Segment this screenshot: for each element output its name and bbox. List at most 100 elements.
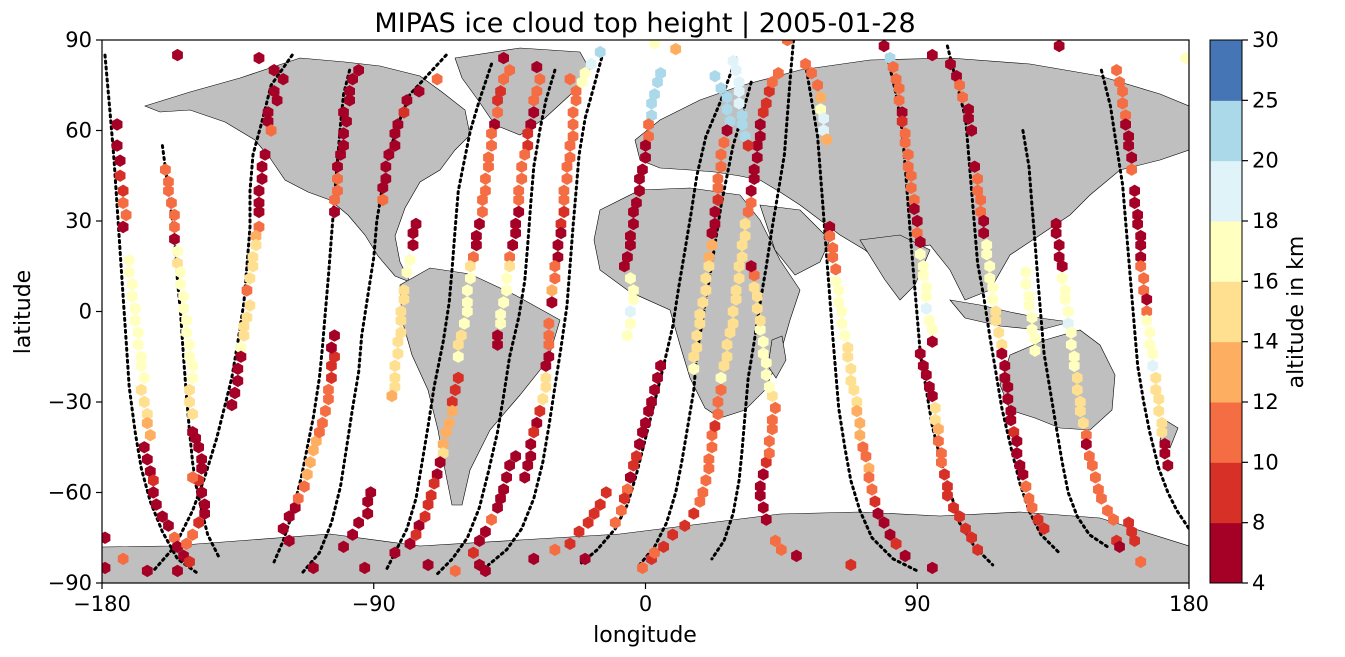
- colorbar-tick-label: 25: [1252, 88, 1279, 112]
- cloud-point: [235, 350, 247, 363]
- cloud-point: [362, 495, 374, 508]
- cloud-point: [628, 205, 639, 219]
- cloud-point: [927, 48, 938, 62]
- map-plot-area: [101, 39, 1190, 584]
- cloud-point: [694, 308, 706, 321]
- colorbar-tick-label: 10: [1252, 450, 1279, 474]
- colorbar-band: [1210, 221, 1242, 282]
- cloud-point: [543, 317, 555, 330]
- cloud-point: [126, 290, 138, 303]
- cloud-point: [691, 329, 703, 342]
- cloud-point: [1081, 429, 1092, 442]
- cloud-point: [492, 501, 503, 514]
- cloud-point: [528, 94, 540, 107]
- cloud-point: [649, 88, 660, 101]
- cloud-point: [501, 471, 512, 484]
- cloud-point: [1023, 492, 1035, 505]
- cloud-point: [966, 531, 977, 544]
- cloud-point: [742, 139, 754, 152]
- cloud-point: [1135, 238, 1147, 252]
- cloud-point: [1029, 332, 1041, 345]
- cloud-point: [851, 404, 863, 418]
- cloud-point: [534, 73, 546, 86]
- x-tick-label: −90: [352, 592, 396, 616]
- cloud-point: [250, 229, 262, 243]
- cloud-point: [172, 540, 183, 553]
- cloud-point: [365, 486, 377, 499]
- cloud-point: [120, 208, 132, 222]
- cloud-point: [757, 501, 769, 514]
- cloud-point: [1144, 326, 1156, 339]
- cloud-point: [1002, 392, 1014, 406]
- y-tick-label: −60: [48, 481, 92, 505]
- cloud-point: [1180, 51, 1189, 65]
- cloud-point: [525, 450, 537, 463]
- cloud-point: [193, 441, 204, 454]
- cloud-point: [733, 76, 745, 89]
- cloud-point: [169, 220, 180, 234]
- cloud-point: [558, 193, 570, 207]
- colorbar: 4 8 10 12 14 16 18 20 25 30: [1209, 28, 1279, 595]
- cloud-point: [196, 462, 207, 475]
- cloud-point: [329, 205, 340, 219]
- cloud-point: [238, 329, 250, 342]
- cloud-point: [326, 359, 337, 372]
- cloud-point: [552, 251, 564, 264]
- chart-title: MIPAS ice cloud top height | 2005-01-28: [374, 8, 915, 39]
- cloud-point: [966, 124, 977, 137]
- cloud-point: [196, 453, 207, 466]
- cloud-point: [963, 103, 974, 116]
- cloud-point: [232, 374, 244, 388]
- cloud-point: [954, 79, 965, 92]
- cloud-point: [495, 308, 506, 321]
- cloud-point: [141, 453, 153, 466]
- cloud-point: [688, 362, 700, 375]
- cloud-point: [703, 462, 715, 475]
- cloud-point: [754, 130, 766, 143]
- cloud-point: [537, 392, 549, 406]
- cloud-point: [1138, 272, 1150, 285]
- cloud-point: [766, 76, 778, 89]
- cloud-point: [567, 106, 579, 119]
- cloud-point: [836, 305, 848, 318]
- colorbar-tick-label: 4: [1252, 571, 1265, 595]
- x-axis-ticks: −180 −90 0 90 180: [73, 583, 1209, 616]
- cloud-point: [1029, 344, 1041, 357]
- cloud-point: [443, 416, 455, 430]
- cloud-point: [600, 486, 612, 499]
- orbit-track: [299, 53, 448, 576]
- cloud-point: [474, 217, 485, 231]
- cloud-point: [193, 516, 204, 529]
- cloud-point: [1071, 383, 1083, 397]
- cloud-point: [401, 266, 413, 279]
- cloud-point: [757, 347, 769, 360]
- cloud-point: [1141, 314, 1153, 327]
- cloud-point: [736, 251, 748, 264]
- cloud-point: [709, 205, 721, 219]
- cloud-point: [745, 184, 757, 197]
- cloud-point: [102, 561, 111, 575]
- cloud-point: [908, 202, 920, 216]
- cloud-point: [187, 407, 198, 421]
- cloud-point: [510, 450, 521, 463]
- cloud-point: [528, 106, 540, 119]
- cloud-point: [492, 338, 503, 351]
- cloud-point: [827, 241, 839, 255]
- cloud-point: [504, 64, 515, 77]
- cloud-point: [187, 371, 198, 385]
- cloud-point: [927, 389, 938, 403]
- cloud-point: [166, 196, 177, 210]
- cloud-point: [1074, 395, 1086, 409]
- colorbar-band: [1210, 100, 1242, 162]
- cloud-point: [643, 404, 654, 418]
- cloud-point: [465, 260, 476, 273]
- cloud-point: [199, 498, 210, 511]
- cloud-point: [812, 79, 823, 92]
- cloud-point: [649, 546, 660, 559]
- cloud-point: [972, 184, 983, 197]
- cloud-point: [404, 537, 416, 550]
- cloud-point: [899, 136, 911, 149]
- land-south-america: [399, 267, 561, 506]
- cloud-point: [102, 531, 111, 544]
- cloud-point: [132, 338, 144, 351]
